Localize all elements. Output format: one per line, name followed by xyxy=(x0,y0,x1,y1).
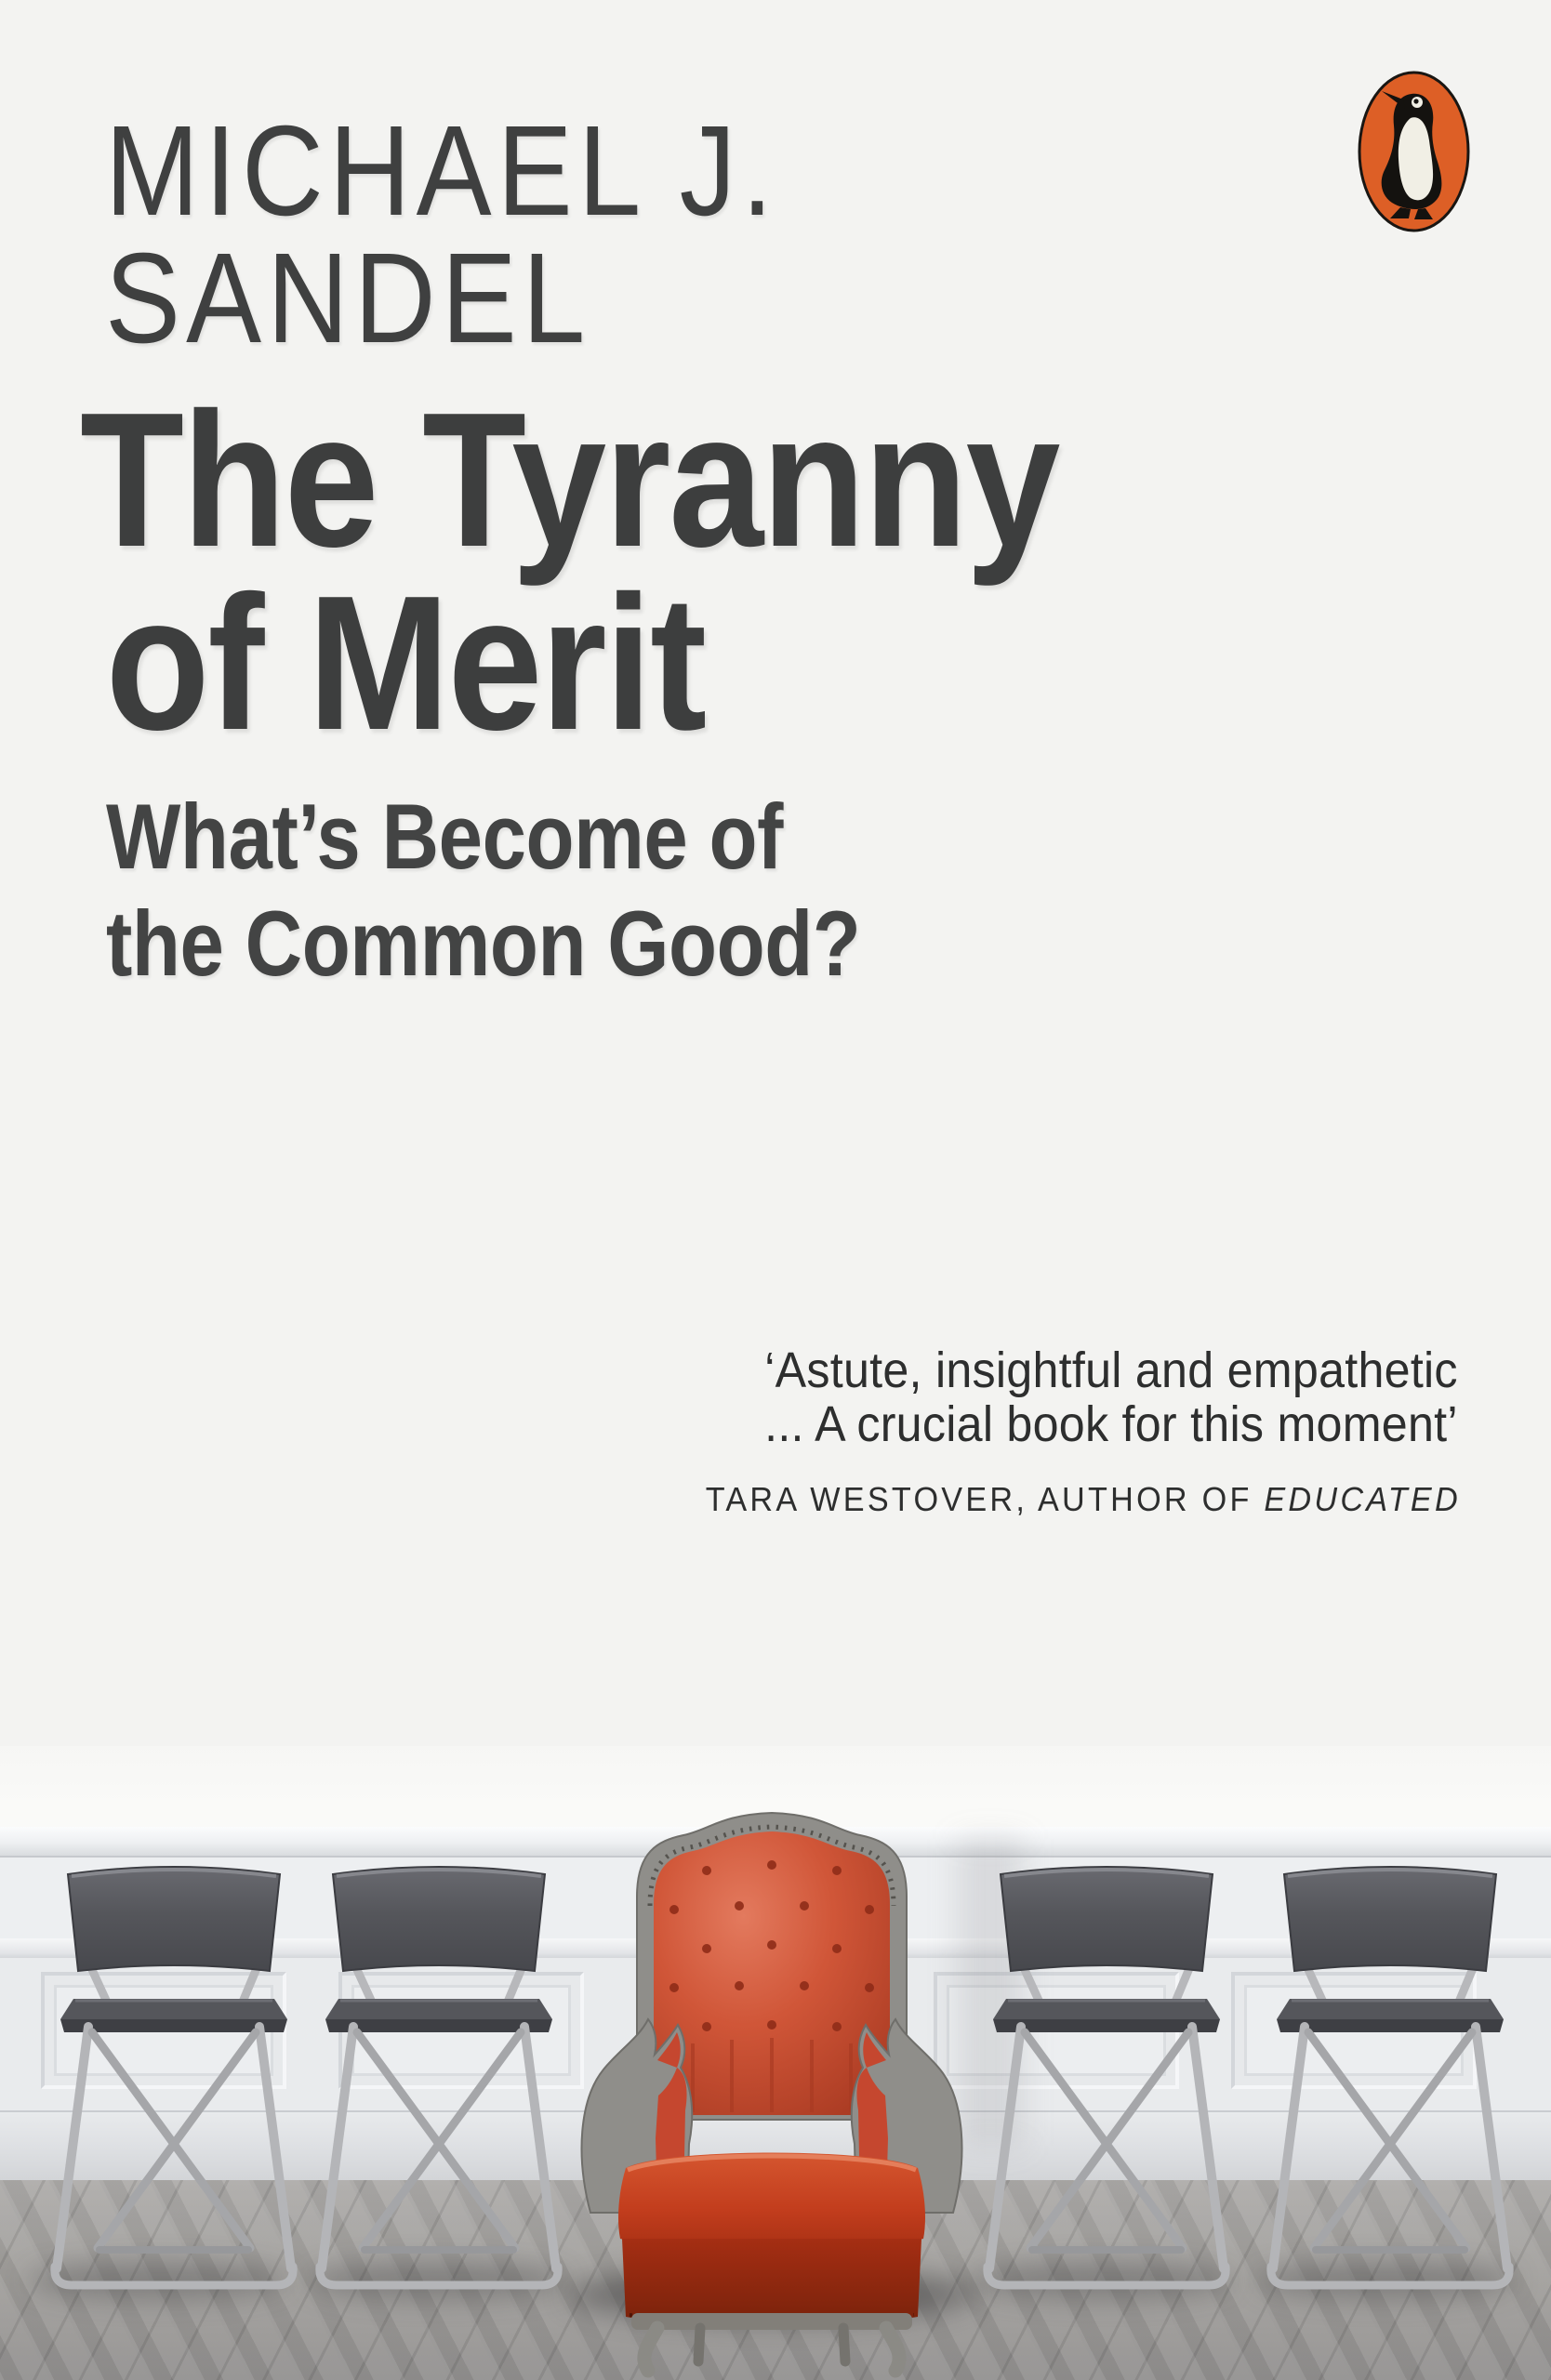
title-line-2: of Merit xyxy=(105,556,708,770)
chair-shadow xyxy=(28,2262,288,2299)
folding-chair-1 xyxy=(34,1859,313,2296)
folding-chair-3 xyxy=(967,1859,1246,2296)
red-armchair xyxy=(580,1811,963,2378)
cover-photo xyxy=(0,1746,1551,2380)
book-title: The Tyranny of Merit xyxy=(80,373,1061,770)
review-quote: ‘Astute, insightful and empathetic... A … xyxy=(764,1343,1458,1451)
subtitle-line-2: the Common Good? xyxy=(106,892,861,995)
quote-line-1: ‘Astute, insightful and empathetic xyxy=(764,1342,1458,1398)
attribution-plain: TARA WESTOVER, AUTHOR OF xyxy=(706,1480,1265,1518)
author-line-1: MICHAEL J. xyxy=(105,99,779,243)
chair-shadow xyxy=(1255,2262,1516,2299)
author-name: MICHAEL J. SANDEL xyxy=(105,99,779,370)
folding-chair-4 xyxy=(1251,1859,1530,2296)
folding-chair-2 xyxy=(299,1859,578,2296)
penguin-logo xyxy=(1358,71,1470,232)
chair-shadow xyxy=(307,2262,567,2299)
quote-line-2: ... A crucial book for this moment’ xyxy=(764,1396,1458,1452)
subtitle-line-1: What’s Become of xyxy=(106,785,784,888)
title-line-1: The Tyranny xyxy=(80,373,1061,587)
author-line-2: SANDEL xyxy=(105,227,591,370)
book-subtitle: What’s Become of the Common Good? xyxy=(106,783,861,997)
quote-attribution: TARA WESTOVER, AUTHOR OF EDUCATED xyxy=(706,1480,1461,1519)
chair-shadow xyxy=(972,2262,1232,2299)
attribution-book-title: EDUCATED xyxy=(1264,1480,1462,1518)
